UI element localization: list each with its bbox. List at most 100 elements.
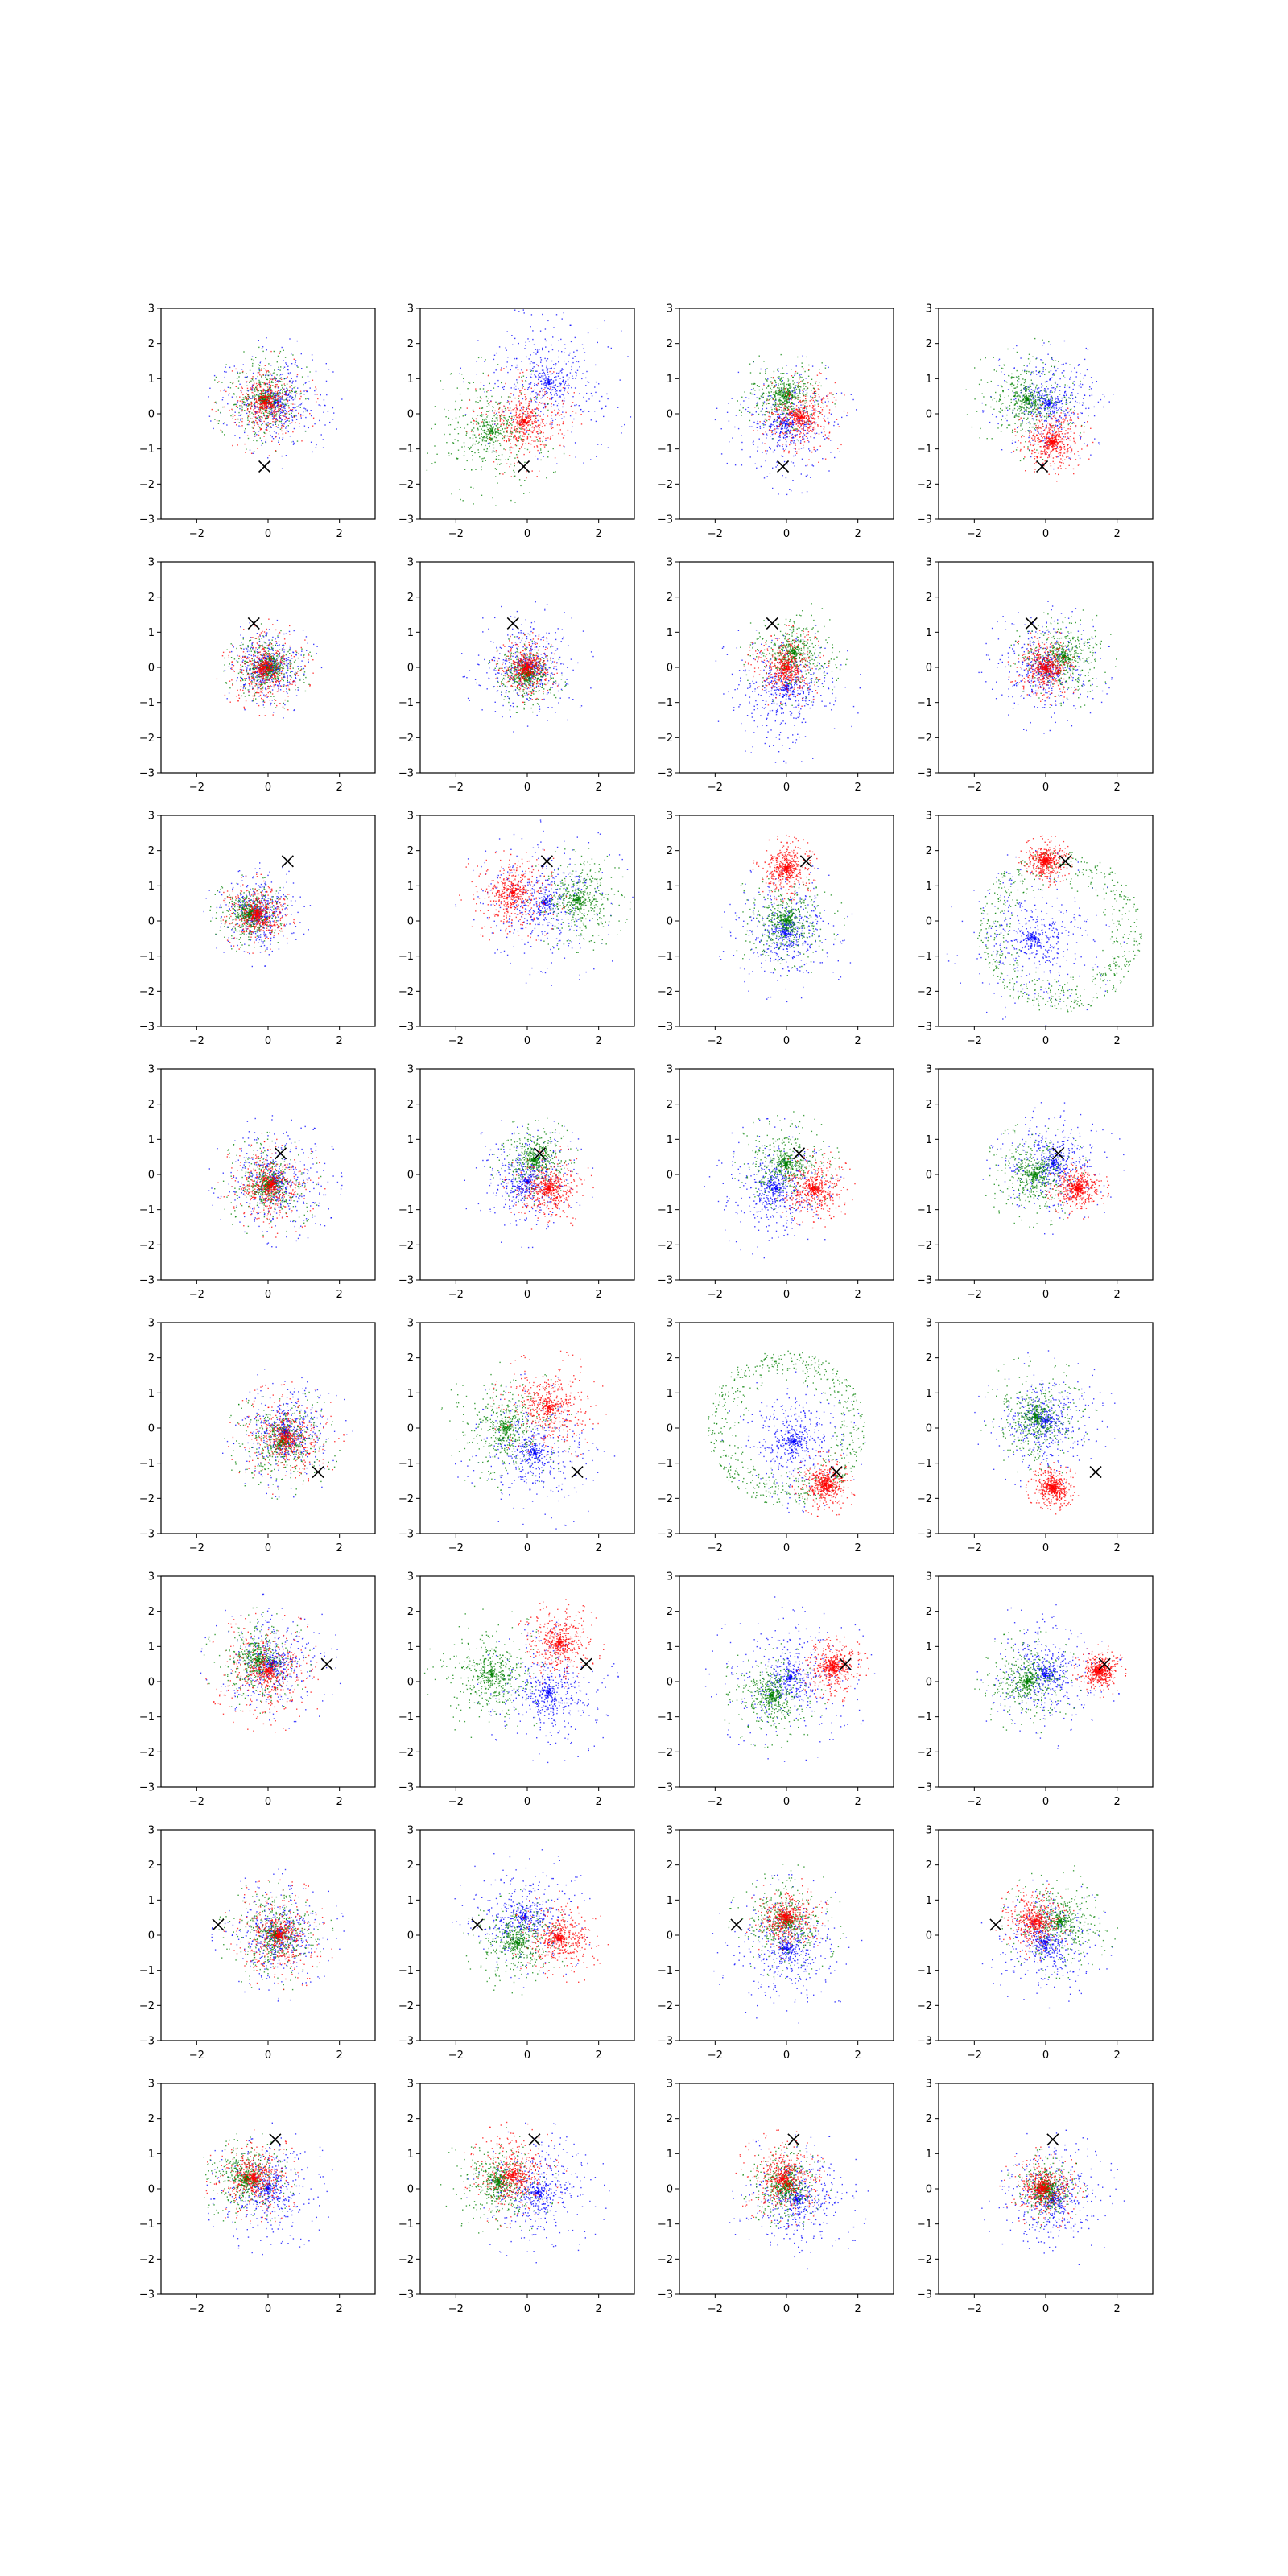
point-green: [252, 362, 254, 365]
point-blue: [266, 405, 268, 407]
point-blue: [284, 412, 286, 414]
point-blue: [551, 419, 554, 422]
point-blue: [1054, 413, 1055, 415]
point-red: [262, 390, 264, 392]
point-green: [246, 377, 248, 378]
point-blue: [751, 413, 753, 415]
point-green: [259, 382, 261, 383]
point-blue: [238, 425, 240, 427]
point-blue: [1075, 396, 1077, 398]
point-blue: [260, 420, 262, 422]
point-red: [770, 430, 772, 431]
point-green: [469, 437, 471, 439]
point-blue: [786, 445, 788, 448]
point-green: [278, 411, 279, 413]
point-green: [775, 398, 777, 400]
point-red: [522, 380, 523, 382]
point-red: [537, 449, 539, 452]
point-green: [803, 400, 805, 402]
point-blue: [246, 376, 248, 378]
point-red: [792, 413, 794, 415]
point-blue: [537, 458, 539, 460]
point-green: [791, 408, 793, 410]
point-green: [292, 397, 294, 398]
point-blue: [526, 377, 527, 378]
point-red: [778, 417, 780, 419]
point-red: [535, 421, 538, 423]
point-green: [777, 394, 778, 396]
point-red: [519, 419, 521, 422]
point-blue: [572, 361, 574, 364]
point-red: [821, 398, 824, 400]
point-red: [767, 399, 769, 401]
point-red: [543, 446, 546, 448]
point-red: [262, 399, 264, 402]
point-blue: [554, 377, 555, 378]
point-green: [217, 409, 219, 411]
point-green: [471, 451, 473, 452]
point-blue: [541, 383, 543, 385]
point-red: [519, 372, 521, 374]
point-blue: [543, 382, 546, 384]
point-blue: [813, 437, 815, 439]
point-blue: [572, 357, 574, 359]
point-red: [788, 450, 790, 452]
point-blue: [285, 392, 287, 394]
point-green: [503, 423, 505, 425]
point-blue: [529, 386, 530, 388]
point-green: [749, 392, 752, 394]
point-red: [800, 381, 802, 382]
point-red: [528, 408, 530, 410]
point-red: [241, 404, 242, 407]
point-blue: [530, 376, 532, 378]
point-green: [799, 376, 801, 378]
point-blue: [815, 450, 817, 452]
point-red: [799, 436, 801, 438]
point-green: [783, 373, 785, 374]
point-red: [514, 434, 516, 436]
point-blue: [552, 380, 555, 382]
point-blue: [766, 407, 768, 410]
point-red: [799, 412, 802, 415]
point-red: [525, 398, 526, 401]
point-red: [536, 476, 538, 477]
point-green: [440, 380, 442, 382]
point-blue: [563, 394, 564, 396]
y-tick-label: −2: [139, 479, 155, 491]
point-green: [530, 398, 532, 401]
point-red: [258, 403, 261, 405]
point-green: [518, 432, 521, 434]
point-red: [838, 426, 840, 427]
point-blue: [510, 412, 512, 414]
y-tick-label: 2: [667, 338, 673, 350]
point-blue: [284, 410, 287, 411]
point-red: [521, 402, 522, 404]
point-red: [543, 444, 545, 446]
point-red: [503, 420, 505, 422]
point-red: [499, 417, 501, 419]
point-red: [796, 409, 798, 411]
point-red: [283, 389, 284, 390]
point-red: [268, 392, 270, 394]
point-blue: [771, 430, 774, 431]
point-blue: [1080, 386, 1082, 388]
point-blue: [809, 450, 811, 452]
point-blue: [535, 398, 538, 400]
point-blue: [535, 401, 537, 402]
point-red: [779, 423, 781, 426]
point-green: [456, 387, 458, 389]
point-red: [270, 404, 272, 406]
point-blue: [1084, 422, 1086, 423]
point-red: [787, 408, 789, 411]
point-red: [785, 394, 786, 396]
point-blue: [477, 340, 479, 341]
point-blue: [766, 450, 768, 452]
point-green: [495, 424, 497, 427]
point-blue: [536, 415, 538, 417]
point-blue: [536, 385, 539, 386]
point-red: [473, 420, 475, 422]
point-blue: [1057, 396, 1059, 398]
point-green: [254, 402, 256, 405]
point-red: [531, 423, 534, 425]
point-green: [774, 395, 776, 398]
